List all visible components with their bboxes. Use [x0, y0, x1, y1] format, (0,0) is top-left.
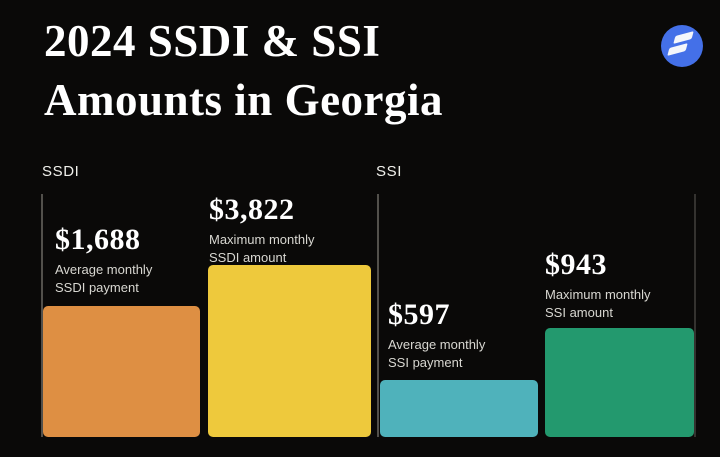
label-max-ssi: $943 Maximum monthly SSI amount [545, 249, 650, 321]
bar-avg-ssdi [43, 306, 200, 437]
desc-max-ssdi: Maximum monthly SSDI amount [209, 231, 314, 266]
bar-avg-ssi [380, 380, 538, 437]
page-title-line1: 2024 SSDI & SSI [44, 16, 381, 66]
desc-max-ssi: Maximum monthly SSI amount [545, 286, 650, 321]
desc-line: SSDI amount [209, 249, 287, 265]
bar-max-ssi [545, 328, 694, 437]
desc-line: SSI amount [545, 304, 613, 320]
desc-line: Average monthly [55, 262, 153, 277]
value-avg-ssi: $597 [388, 298, 450, 331]
label-avg-ssdi: $1,688 Average monthly SSDI payment [55, 224, 152, 296]
page-title-line2: Amounts in Georgia [44, 75, 444, 125]
brand-logo-icon [661, 25, 703, 67]
right-boundary-line [694, 194, 696, 437]
ssdi-axis-line [41, 194, 43, 437]
label-max-ssdi: $3,822 Maximum monthly SSDI amount [209, 194, 314, 266]
bar-max-ssdi [208, 265, 371, 437]
desc-line: Average monthly [388, 337, 486, 352]
desc-line: SSDI payment [55, 279, 139, 295]
value-max-ssdi: $3,822 [209, 193, 295, 226]
ssi-axis-line [377, 194, 379, 437]
desc-avg-ssi: Average monthly SSI payment [388, 336, 485, 371]
desc-line: SSI payment [388, 354, 463, 370]
value-max-ssi: $943 [545, 248, 607, 281]
desc-avg-ssdi: Average monthly SSDI payment [55, 261, 152, 296]
desc-line: Maximum monthly [209, 232, 315, 247]
value-avg-ssdi: $1,688 [55, 223, 141, 256]
section-label-ssdi: SSDI [42, 163, 80, 180]
label-avg-ssi: $597 Average monthly SSI payment [388, 299, 485, 371]
logo-stripe-icon [673, 31, 694, 44]
desc-line: Maximum monthly [545, 287, 651, 302]
section-label-ssi: SSI [376, 163, 402, 180]
logo-stripe-icon [667, 43, 688, 56]
page-title: 2024 SSDI & SSI Amounts in Georgia [44, 12, 443, 130]
